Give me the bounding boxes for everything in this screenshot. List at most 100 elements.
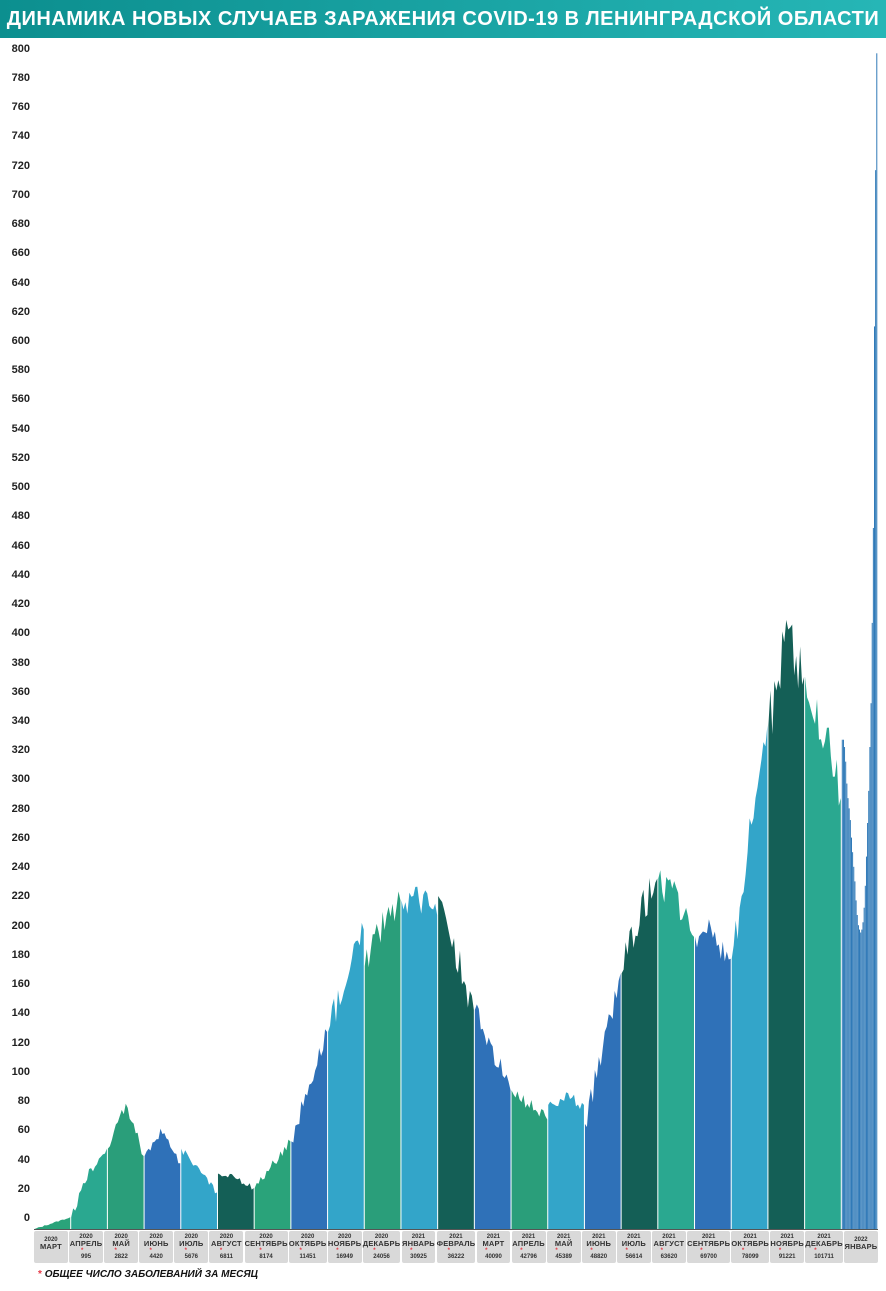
y-tick: 160 — [12, 978, 30, 990]
footnote-star-icon: * — [38, 1269, 42, 1280]
month-area — [108, 1104, 144, 1229]
y-tick: 440 — [12, 569, 30, 581]
y-tick: 200 — [12, 920, 30, 932]
y-tick: 100 — [12, 1066, 30, 1078]
month-area — [658, 870, 694, 1229]
daily-bar — [852, 852, 853, 1229]
month-label: 2020МАРТ — [34, 1231, 68, 1263]
area-svg — [34, 46, 878, 1229]
daily-bar — [866, 857, 867, 1229]
daily-bar — [844, 747, 845, 1229]
month-label: 2021ДЕКАБРЬ*101711 — [805, 1231, 843, 1263]
daily-bar — [867, 823, 868, 1229]
month-area — [475, 1004, 511, 1229]
y-tick: 380 — [12, 657, 30, 669]
plot-region — [34, 46, 878, 1230]
y-tick: 320 — [12, 744, 30, 756]
y-tick: 540 — [12, 423, 30, 435]
y-tick: 220 — [12, 890, 30, 902]
daily-bar — [853, 867, 854, 1229]
y-tick: 40 — [18, 1154, 30, 1166]
month-area — [401, 887, 437, 1229]
month-area — [548, 1092, 584, 1229]
daily-bar — [875, 170, 876, 1229]
daily-bar — [843, 740, 844, 1229]
month-label: 2021ЯНВАРЬ*30925 — [402, 1231, 436, 1263]
month-label: 2020НОЯБРЬ*16949 — [328, 1231, 362, 1263]
daily-bar — [857, 915, 858, 1229]
footnote-text: ОБЩЕЕ ЧИСЛО ЗАБОЛЕВАНИЙ ЗА МЕСЯЦ — [45, 1269, 258, 1280]
month-label: 2021МАЙ*45389 — [547, 1231, 581, 1263]
month-area — [328, 923, 364, 1229]
y-tick: 400 — [12, 627, 30, 639]
month-label: 2021НОЯБРЬ*91221 — [770, 1231, 804, 1263]
y-tick: 560 — [12, 393, 30, 405]
daily-bar — [860, 933, 861, 1229]
month-area — [732, 725, 768, 1229]
y-tick: 480 — [12, 510, 30, 522]
y-tick: 620 — [12, 306, 30, 318]
daily-bar — [848, 798, 849, 1229]
month-area — [291, 1029, 327, 1229]
y-tick: 280 — [12, 803, 30, 815]
y-tick: 460 — [12, 540, 30, 552]
y-tick: 140 — [12, 1007, 30, 1019]
month-label: 2021СЕНТЯБРЬ*69700 — [687, 1231, 730, 1263]
y-tick: 80 — [18, 1095, 30, 1107]
y-tick: 420 — [12, 598, 30, 610]
month-area — [218, 1174, 254, 1229]
month-area — [71, 1149, 107, 1229]
daily-bar — [846, 784, 847, 1229]
month-label: 2020ОКТЯБРЬ*11451 — [289, 1231, 327, 1263]
daily-bar — [874, 326, 875, 1229]
month-area — [695, 919, 731, 1229]
y-tick: 300 — [12, 773, 30, 785]
daily-bar — [859, 930, 860, 1229]
daily-bar — [873, 528, 874, 1229]
y-tick: 0 — [24, 1212, 30, 1224]
y-tick: 500 — [12, 481, 30, 493]
y-tick: 660 — [12, 247, 30, 259]
month-label: 2022ЯНВАРЬ — [844, 1231, 878, 1263]
month-label: 2021ФЕВРАЛЬ*36222 — [437, 1231, 476, 1263]
daily-bar — [871, 703, 872, 1229]
y-tick: 720 — [12, 160, 30, 172]
month-area — [181, 1149, 217, 1229]
y-tick: 20 — [18, 1183, 30, 1195]
month-area — [768, 620, 804, 1229]
month-area — [365, 891, 401, 1229]
daily-bar — [845, 762, 846, 1229]
chart-title: ДИНАМИКА НОВЫХ СЛУЧАЕВ ЗАРАЖЕНИЯ COVID-1… — [7, 8, 879, 31]
month-area — [35, 1217, 71, 1229]
daily-bar — [850, 820, 851, 1229]
y-tick: 260 — [12, 832, 30, 844]
daily-bar — [858, 925, 859, 1229]
daily-bar — [861, 930, 862, 1229]
month-label: 2021МАРТ*40090 — [477, 1231, 511, 1263]
daily-bar — [869, 747, 870, 1229]
y-axis: 0204060801001201401601802002202402602803… — [0, 46, 34, 1230]
y-tick: 580 — [12, 364, 30, 376]
month-label: 2021ОКТЯБРЬ*78099 — [731, 1231, 769, 1263]
chart-header: ДИНАМИКА НОВЫХ СЛУЧАЕВ ЗАРАЖЕНИЯ COVID-1… — [0, 0, 886, 38]
daily-bar — [872, 623, 873, 1229]
y-tick: 360 — [12, 686, 30, 698]
daily-bar — [868, 791, 869, 1229]
month-area — [622, 878, 658, 1229]
y-tick: 180 — [12, 949, 30, 961]
daily-bar — [849, 808, 850, 1229]
month-area — [805, 677, 841, 1229]
month-label: 2021АВГУСТ*63620 — [652, 1231, 686, 1263]
y-tick: 600 — [12, 335, 30, 347]
x-axis-months: 2020МАРТ 2020АПРЕЛЬ*9952020МАЙ*28222020И… — [34, 1231, 878, 1263]
month-label: 2021ИЮЛЬ*56614 — [617, 1231, 651, 1263]
daily-bar — [864, 908, 865, 1229]
month-label: 2021АПРЕЛЬ*42796 — [512, 1231, 546, 1263]
month-label: 2020ИЮЛЬ*5676 — [174, 1231, 208, 1263]
y-tick: 120 — [12, 1037, 30, 1049]
month-area — [145, 1129, 181, 1229]
month-label: 2020АВГУСТ*6811 — [209, 1231, 243, 1263]
y-tick: 520 — [12, 452, 30, 464]
daily-bar — [851, 838, 852, 1229]
daily-bar — [854, 881, 855, 1229]
